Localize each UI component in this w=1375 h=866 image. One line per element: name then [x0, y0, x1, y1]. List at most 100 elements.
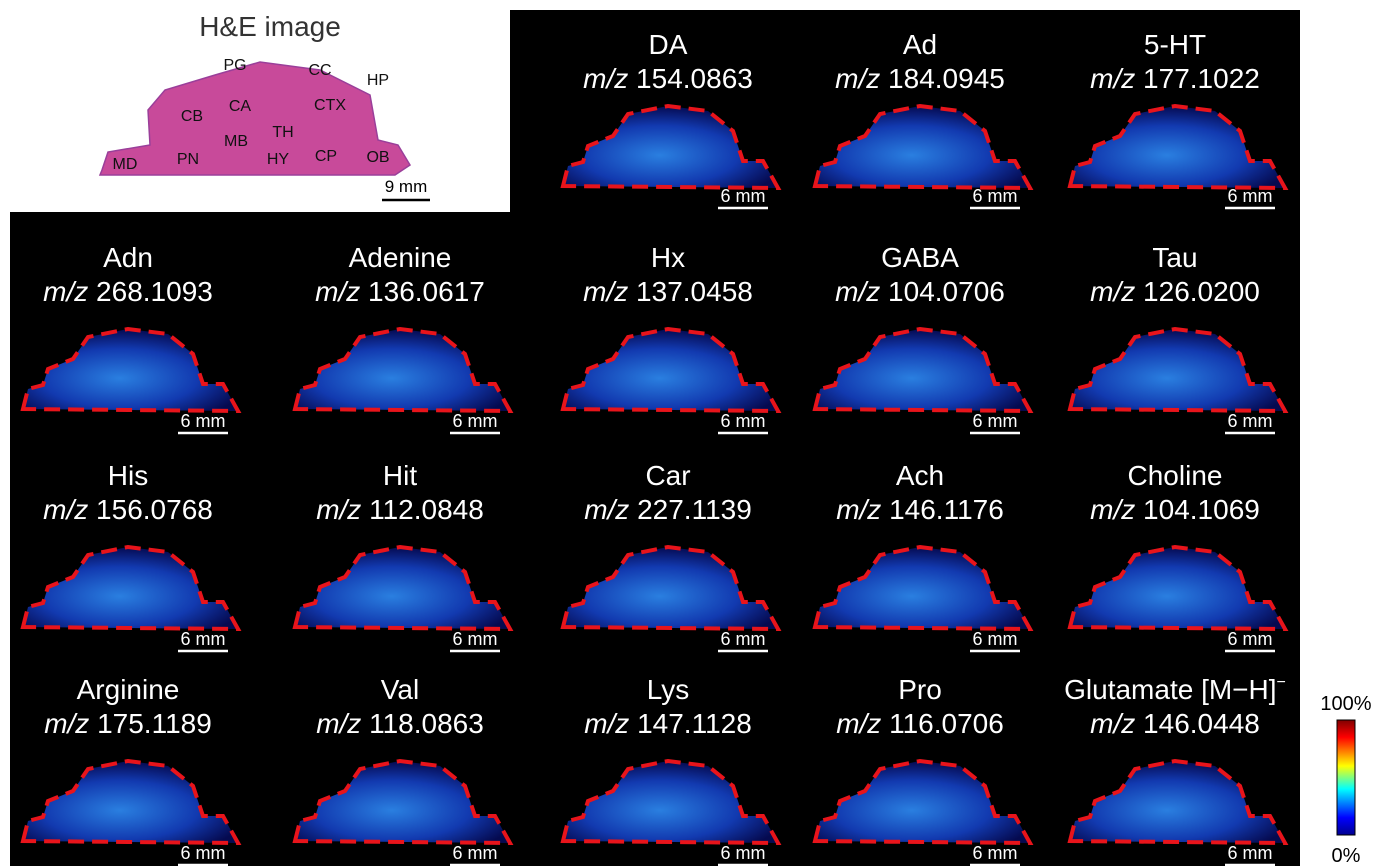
mz-label: m/z — [836, 708, 881, 739]
mz-label: m/z — [584, 494, 629, 525]
scale-label: 6 mm — [973, 629, 1018, 649]
ion-mz: m/z 137.0458 — [583, 276, 753, 307]
mz-value: 184.0945 — [888, 63, 1005, 94]
ion-name: Ach — [896, 460, 944, 491]
mz-value: 104.0706 — [888, 276, 1005, 307]
ion-name: Arginine — [77, 674, 180, 705]
ion-mz: m/z 177.1022 — [1090, 63, 1260, 94]
region-label: MB — [224, 133, 248, 150]
mz-value: 268.1093 — [96, 276, 213, 307]
ion-mz: m/z 104.1069 — [1090, 494, 1260, 525]
ion-name-text: Hit — [383, 460, 417, 491]
mz-value: 137.0458 — [636, 276, 753, 307]
ion-name-text: Choline — [1128, 460, 1223, 491]
ion-name: His — [108, 460, 148, 491]
ion-mz: m/z 104.0706 — [835, 276, 1005, 307]
colorbar-min: 0% — [1332, 845, 1361, 866]
ion-name: Pro — [898, 674, 942, 705]
scale-label: 6 mm — [1228, 186, 1273, 206]
ion-name-text: Val — [381, 674, 419, 705]
mz-value: 177.1022 — [1143, 63, 1260, 94]
region-label: CC — [308, 62, 331, 79]
mz-value: 156.0768 — [96, 494, 213, 525]
ion-mz: m/z 184.0945 — [835, 63, 1005, 94]
mz-space — [1135, 276, 1143, 307]
ion-name-text: DA — [649, 29, 688, 60]
ion-name: Val — [381, 674, 419, 705]
mz-label: m/z — [1090, 63, 1135, 94]
mz-value: 227.1139 — [637, 494, 752, 525]
region-label: HY — [267, 151, 290, 168]
mz-space — [89, 708, 97, 739]
he-title: H&E image — [199, 11, 341, 42]
ion-mz: m/z 227.1139 — [584, 494, 752, 525]
region-label: PG — [223, 57, 246, 74]
mz-space — [88, 276, 96, 307]
mz-space — [880, 63, 888, 94]
mz-label: m/z — [584, 708, 629, 739]
scale-label: 6 mm — [1228, 411, 1273, 431]
ion-mz: m/z 126.0200 — [1090, 276, 1260, 307]
scale-label: 6 mm — [453, 843, 498, 863]
mz-space — [1135, 494, 1143, 525]
mz-label: m/z — [316, 708, 361, 739]
region-label: HP — [367, 72, 389, 89]
mz-label: m/z — [315, 276, 360, 307]
he-scale-label: 9 mm — [385, 177, 428, 196]
mz-label: m/z — [316, 494, 361, 525]
ion-name-text: Pro — [898, 674, 942, 705]
ion-mz: m/z 116.0706 — [836, 708, 1004, 739]
ion-name: 5-HT — [1144, 29, 1206, 60]
region-label: TH — [272, 124, 293, 141]
ion-mz: m/z 154.0863 — [583, 63, 753, 94]
ion-name-text: Lys — [647, 674, 690, 705]
mz-space — [361, 708, 369, 739]
ion-mz: m/z 147.1128 — [584, 708, 752, 739]
scale-label: 6 mm — [973, 843, 1018, 863]
ion-mz: m/z 112.0848 — [316, 494, 484, 525]
mz-label: m/z — [836, 494, 881, 525]
mz-space — [1135, 708, 1143, 739]
mz-label: m/z — [43, 494, 88, 525]
ion-name: Choline — [1128, 460, 1223, 491]
mz-value: 146.1176 — [889, 494, 1004, 525]
mz-space — [1135, 63, 1143, 94]
ion-name-text: Ad — [903, 29, 937, 60]
scale-label: 6 mm — [181, 411, 226, 431]
mz-space — [880, 276, 888, 307]
scale-label: 6 mm — [973, 411, 1018, 431]
region-label: CA — [229, 98, 252, 115]
ion-mz: m/z 118.0863 — [316, 708, 484, 739]
mz-value: 126.0200 — [1143, 276, 1260, 307]
ion-name-text: Adn — [103, 242, 153, 273]
region-label: PN — [177, 151, 199, 168]
mz-label: m/z — [1090, 494, 1135, 525]
mz-value: 154.0863 — [636, 63, 753, 94]
mz-space — [88, 494, 96, 525]
mz-space — [629, 494, 637, 525]
ion-name: Adenine — [349, 242, 452, 273]
mz-value: 147.1128 — [637, 708, 752, 739]
region-label: CTX — [314, 97, 346, 114]
region-label: OB — [366, 149, 389, 166]
ion-name: Hx — [651, 242, 685, 273]
ion-mz: m/z 136.0617 — [315, 276, 485, 307]
he-panel: H&E image 9 mm PGCCHPCBCACTXTHMBMDPNHYCP… — [100, 11, 430, 200]
ion-name: DA — [649, 29, 688, 60]
ion-name-text: Tau — [1152, 242, 1197, 273]
ion-name: Tau — [1152, 242, 1197, 273]
scale-label: 6 mm — [453, 629, 498, 649]
mz-space — [361, 494, 369, 525]
ion-name-text: Ach — [896, 460, 944, 491]
scale-label: 6 mm — [181, 843, 226, 863]
ion-name: Hit — [383, 460, 417, 491]
mz-space — [881, 494, 889, 525]
ion-name: Adn — [103, 242, 153, 273]
ion-name: Ad — [903, 29, 937, 60]
ion-name: GABA — [881, 242, 959, 273]
scale-label: 6 mm — [181, 629, 226, 649]
region-label: CP — [315, 148, 337, 165]
mz-label: m/z — [44, 708, 89, 739]
mz-label: m/z — [835, 276, 880, 307]
mz-label: m/z — [1090, 708, 1135, 739]
